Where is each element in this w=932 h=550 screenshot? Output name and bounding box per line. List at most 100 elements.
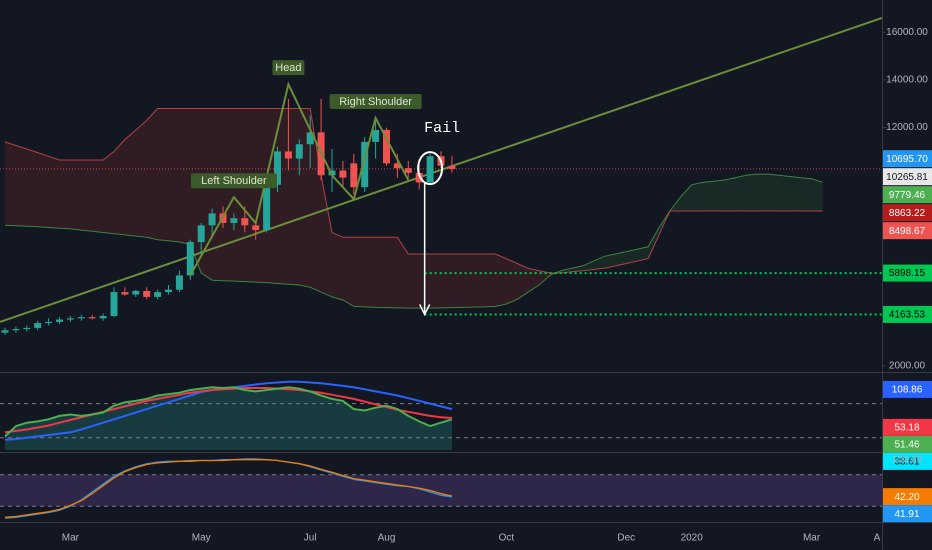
cloud [800,177,812,211]
pattern-label-box [329,94,422,110]
candle-body [306,132,314,145]
price-label: 10265.81 [886,172,928,183]
candle-body [66,318,74,320]
indicator-label: 42.20 [894,492,919,503]
cloud [364,237,376,308]
pattern-label-box [190,173,277,189]
y-tick-label: 2000.00 [889,361,926,372]
target-label: 5898.15 [889,268,926,279]
x-tick-label: Dec [617,533,635,544]
span-b-line [4,108,823,274]
cloud [397,237,409,309]
cloud [135,120,147,238]
candle-body [34,323,42,328]
candle-body [284,151,292,159]
cloud [386,237,398,308]
target-label: 4163.53 [889,310,926,321]
cloud [473,254,485,308]
cloud [626,249,638,264]
candle-body [121,292,129,295]
cloud [223,108,234,282]
indicator-label: 108.86 [892,385,923,396]
price-label-box [883,204,932,222]
candle-body [186,242,194,276]
cloud [539,270,550,285]
arrow-head [418,304,431,317]
cloud [637,246,649,262]
y-tick-label: 16000.00 [886,27,928,38]
cloud [746,174,758,211]
cloud [146,108,158,240]
price-label: 9779.46 [889,190,926,201]
cloud [506,258,518,304]
candle-body [99,315,107,319]
cloud [571,265,583,272]
cloud [789,176,801,211]
price-label: 8498.67 [889,226,926,237]
cloud [5,141,16,226]
cloud [124,130,136,237]
cloud [37,152,49,228]
indicator-fill [5,387,452,450]
cloud [342,237,354,307]
cloud [735,175,747,211]
cloud [495,254,507,307]
cloud [48,156,60,229]
cloud [615,251,627,266]
cloud [604,254,616,269]
cloud [288,108,300,285]
candle-body [393,163,401,169]
candle-body [328,170,336,176]
indicator-label-box [883,452,932,470]
cloud [691,182,703,211]
price-label: 10695.70 [886,154,928,165]
indicator-label: 41.91 [894,509,919,520]
price-label-box [883,186,932,204]
cloud [702,181,714,211]
cloud [81,160,93,232]
candle-body [56,319,63,322]
candle-body [110,292,118,316]
x-tick-label: Jul [304,533,317,544]
cloud [59,160,71,229]
indicator-label-box [883,488,932,506]
cloud [724,177,736,211]
candle-body [45,321,53,324]
cloud [277,108,289,285]
candle-body [252,225,260,231]
indicator-line [4,459,453,518]
pattern-label-box [272,60,305,76]
cloud [757,174,768,211]
x-tick-label: Oct [499,533,515,544]
candle-body [361,141,369,188]
pattern-label: Head [275,62,301,74]
candle-body [404,168,412,173]
cloud [713,180,725,211]
candle-body [175,275,183,290]
candle-body [415,172,423,183]
pattern-label: Left Shoulder [201,175,267,187]
cloud [157,108,169,241]
cloud [593,256,605,270]
target-label-box [883,305,932,323]
cloud [26,149,38,227]
candle-body [372,129,380,142]
x-tick-label: 2020 [681,533,704,544]
indicator-line [4,387,452,434]
cloud [332,232,343,300]
indicator-label-box [883,435,932,453]
candle-body [23,327,31,330]
cloud [375,237,387,308]
cloud [484,254,496,307]
candle-body [12,329,20,331]
indicator-label-box [883,418,932,436]
scale-top-label: 100.00 [892,455,923,466]
y-tick-label: 12000.00 [886,122,928,133]
candle-body [426,156,434,183]
pattern-label: Right Shoulder [339,96,412,108]
cloud [244,108,256,283]
pattern-line [189,81,410,276]
cloud [768,174,779,211]
x-tick-label: May [192,533,211,544]
